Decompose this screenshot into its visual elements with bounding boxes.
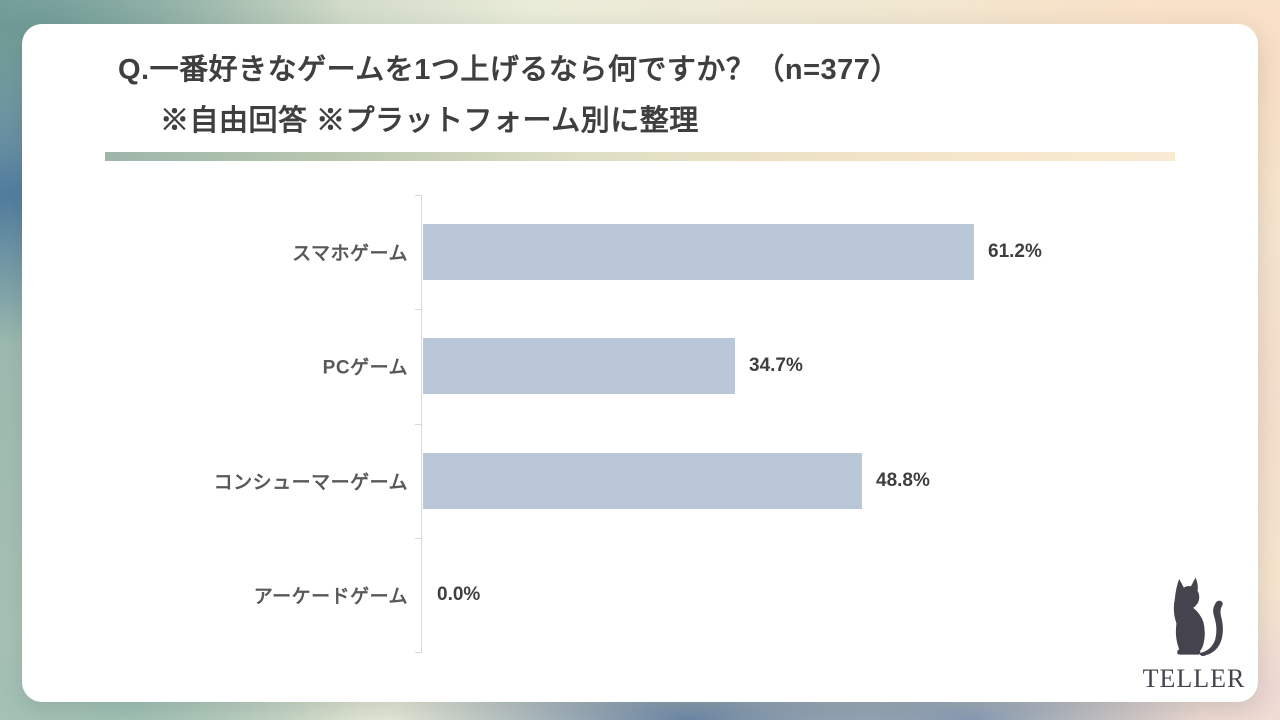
slide-card: Q.一番好きなゲームを1つ上げるなら何ですか？（n=377） ※自由回答 ※プラ… [22, 24, 1258, 702]
value-label: 48.8% [876, 470, 930, 491]
chart-title-line2: ※自由回答 ※プラットフォーム別に整理 [160, 105, 699, 137]
category-label: アーケードゲーム [253, 586, 408, 608]
cat-icon [1173, 577, 1223, 656]
axis-tick [415, 309, 422, 310]
category-axis-line [421, 195, 422, 652]
title-accent-rule [105, 152, 1175, 161]
axis-tick [415, 195, 422, 196]
axis-tick [415, 424, 422, 425]
logo-text: TELLER [1142, 664, 1246, 693]
category-label: スマホゲーム [292, 243, 408, 265]
chart-title-line1: Q.一番好きなゲームを1つ上げるなら何ですか？（n=377） [118, 54, 900, 86]
category-label: PCゲーム [322, 357, 408, 379]
chart-row-pc: PCゲーム 34.7% [22, 309, 1182, 423]
category-label: コンシューマーゲーム [213, 472, 408, 494]
axis-tick [415, 538, 422, 539]
chart-row-arcade: アーケードゲーム 0.0% [22, 538, 1182, 652]
bar-chart: スマホゲーム 61.2% PCゲーム 34.7% コンシューマーゲーム 48.8… [22, 24, 1258, 702]
chart-row-consumer: コンシューマーゲーム 48.8% [22, 424, 1182, 538]
chart-row-smartphone: スマホゲーム 61.2% [22, 195, 1182, 309]
bar-pc-games [423, 338, 735, 394]
axis-tick [415, 652, 422, 653]
teller-logo: TELLER [1138, 574, 1250, 694]
value-label: 34.7% [749, 355, 803, 376]
bar-smartphone-games [423, 224, 974, 280]
value-label: 61.2% [988, 241, 1042, 262]
bar-consumer-games [423, 453, 862, 509]
value-label: 0.0% [437, 584, 481, 605]
